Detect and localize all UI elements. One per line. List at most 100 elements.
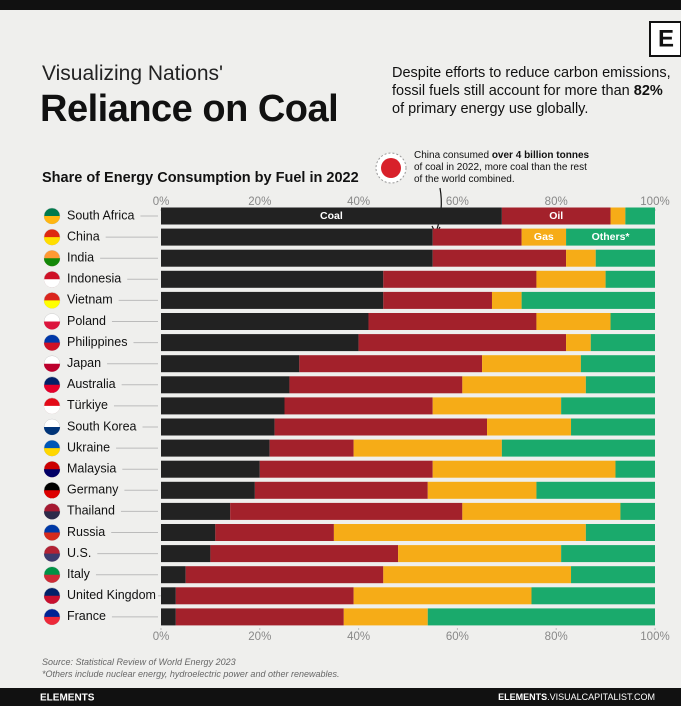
category-label: Vietnam: [67, 293, 113, 307]
bar-segment: [299, 355, 483, 373]
flag-part: [44, 321, 60, 330]
category-label: Indonesia: [67, 272, 121, 286]
annotation: China consumed over 4 billion tonnes of …: [414, 150, 594, 186]
bar-segment: [566, 228, 655, 246]
desc-3: of primary energy use globally.: [392, 101, 589, 117]
flag-part: [44, 216, 60, 224]
bar-segment: [269, 439, 354, 457]
x-tick-label: 100%: [640, 196, 669, 208]
bar-segment: [571, 418, 655, 436]
bar-segment: [210, 545, 399, 563]
title: Reliance on Coal: [40, 88, 339, 130]
category-label: Türkiye: [67, 398, 108, 412]
bar-segment: [161, 376, 290, 394]
bar-segment: [610, 313, 655, 330]
category-label: Philippines: [67, 335, 127, 349]
bar-segment: [501, 207, 611, 225]
bottom-bar: [0, 688, 681, 706]
ann-bold: over 4 billion tonnes: [491, 150, 590, 161]
category-label: France: [67, 609, 106, 623]
flag-part: [44, 258, 60, 267]
flag-part: [44, 448, 60, 457]
bar-segment: [580, 355, 655, 373]
logo: E: [658, 25, 674, 52]
url-bold: ELEMENTS: [498, 692, 547, 702]
bar-segment: [462, 502, 621, 520]
ann-2: of coal in 2022, more coal than the rest…: [414, 162, 587, 185]
bar-segment: [566, 334, 591, 352]
bar-segment: [343, 608, 428, 626]
bar-segment: [590, 334, 655, 352]
category-label: Russia: [67, 525, 105, 539]
bar-segment: [333, 524, 586, 541]
bar-segment: [521, 228, 567, 246]
x-tick-label: 40%: [347, 196, 370, 208]
flag-part: [44, 405, 60, 414]
x-tick-label: 0%: [153, 631, 170, 643]
bar-segment: [536, 313, 611, 330]
bar-segment: [536, 270, 606, 288]
series-label: Others*: [592, 231, 631, 243]
flag-part: [44, 595, 60, 604]
bar-segment: [161, 249, 433, 267]
bar-segment: [358, 334, 567, 352]
series-label: Oil: [549, 210, 563, 222]
bar-segment: [521, 291, 655, 309]
flag-part: [44, 300, 60, 309]
bar-segment: [368, 313, 537, 330]
top-bar: [0, 0, 681, 10]
bar-segment: [254, 481, 428, 499]
category-label: Ukraine: [67, 440, 110, 454]
bar-segment: [230, 502, 463, 520]
bar-segment: [482, 355, 581, 373]
flag-part: [44, 511, 60, 520]
bar-segment: [398, 545, 562, 563]
bar-segment: [161, 334, 359, 352]
bar-segment: [501, 439, 655, 457]
x-tick-label: 80%: [545, 631, 568, 643]
x-tick-label: 60%: [446, 196, 469, 208]
bar-segment: [161, 291, 384, 309]
flag-part: [44, 363, 60, 372]
x-tick-label: 20%: [248, 196, 271, 208]
bar-segment: [161, 524, 216, 541]
flag-part: [44, 237, 60, 246]
category-label: United Kingdom: [67, 588, 156, 602]
bar-segment: [161, 418, 275, 436]
category-label: Poland: [67, 314, 106, 328]
bar-segment: [161, 481, 255, 499]
bar-segment: [161, 502, 231, 520]
flag-part: [44, 532, 60, 541]
bar-segment: [383, 566, 572, 584]
note: *Others include nuclear energy, hydroele…: [42, 669, 340, 679]
category-label: Thailand: [67, 504, 115, 518]
x-tick-label: 80%: [545, 196, 568, 208]
bar-segment: [585, 524, 655, 541]
bar-segment: [161, 587, 176, 605]
bar-segment: [161, 439, 270, 457]
bar-segment: [289, 376, 463, 394]
bar-segment: [561, 397, 655, 415]
bar-segment: [161, 313, 369, 330]
bar-segment: [161, 545, 211, 563]
x-tick-label: 40%: [347, 631, 370, 643]
bar-segment: [161, 228, 433, 246]
bar-segment: [620, 502, 655, 520]
logo-box: [649, 21, 681, 57]
source: Source: Statistical Review of World Ener…: [42, 657, 236, 667]
flag-part: [44, 469, 60, 478]
category-label: South Korea: [67, 419, 137, 433]
series-label: Coal: [320, 210, 343, 222]
x-tick-label: 100%: [640, 631, 669, 643]
bar-segment: [625, 207, 655, 225]
bar-segment: [571, 566, 655, 584]
bar-segment: [605, 270, 655, 288]
bar-segment: [432, 249, 567, 267]
desc-1: Despite efforts to reduce carbon emissio…: [392, 65, 671, 81]
brand: ELEMENTS: [40, 693, 95, 704]
bar-segment: [491, 291, 522, 309]
bar-segment: [432, 228, 522, 246]
bar-segment: [161, 460, 260, 478]
kicker: Visualizing Nations': [42, 62, 224, 85]
